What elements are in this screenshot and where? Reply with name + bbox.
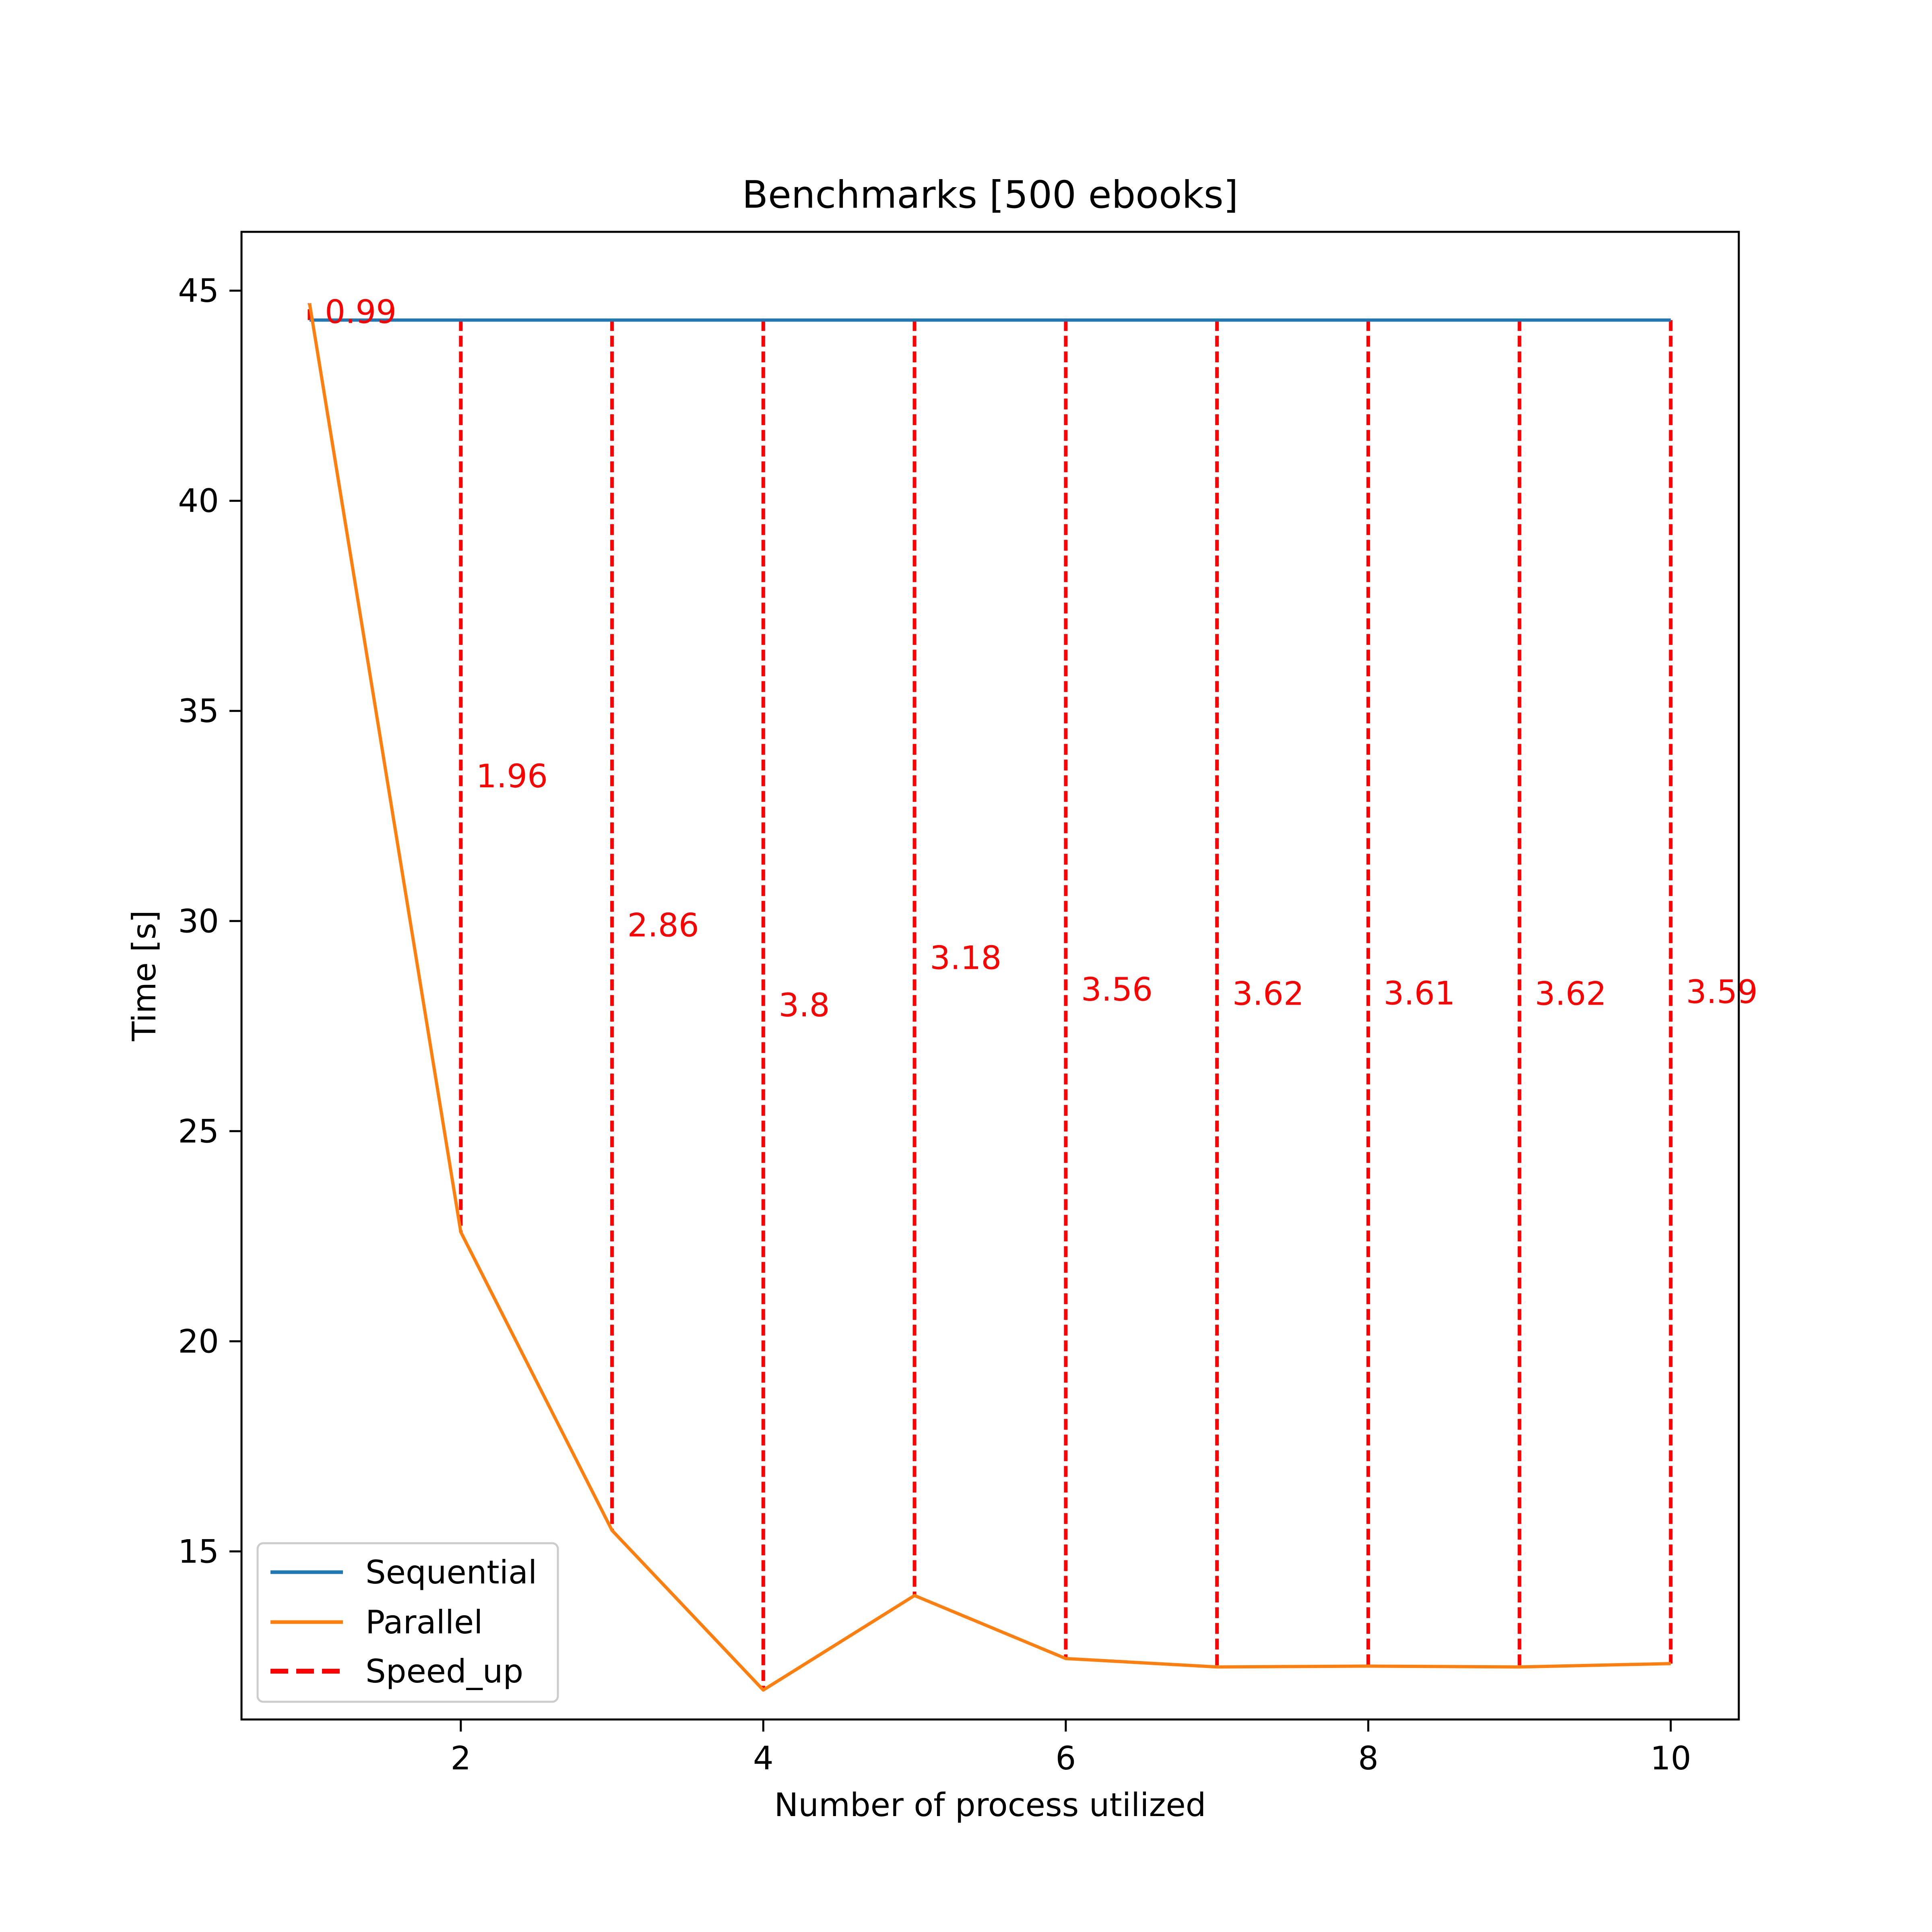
y-tick-label: 15 [178, 1533, 219, 1570]
y-tick-label: 25 [178, 1113, 219, 1150]
series-line-parallel [308, 303, 1671, 1692]
x-tick-label: 2 [450, 1740, 471, 1777]
x-tick-label: 8 [1358, 1740, 1379, 1777]
legend-label-speed-up: Speed_up [365, 1653, 523, 1690]
plot-area: 0.99 1.96 2.86 3.8 3.18 3.56 3.62 3.61 3.62 3.59 [308, 293, 1758, 1692]
x-axis-label: Number of process utilized [774, 1786, 1206, 1824]
x-axis: 2 4 6 8 10 [450, 1719, 1691, 1777]
speedup-label: 3.59 [1686, 973, 1758, 1011]
legend: Sequential Parallel Speed_up [256, 1542, 559, 1703]
legend-label-sequential: Sequential [365, 1554, 537, 1591]
y-tick-label: 35 [178, 692, 219, 730]
speedup-label: 3.62 [1232, 975, 1304, 1012]
axes-frame [240, 231, 1740, 1721]
chart-title: Benchmarks [500 ebooks] [742, 173, 1238, 217]
legend-label-parallel: Parallel [365, 1604, 483, 1641]
y-tick-label: 45 [178, 272, 219, 310]
y-tick-label: 40 [178, 482, 219, 520]
speedup-label: 0.99 [325, 293, 396, 330]
speedup-label: 1.96 [476, 758, 548, 795]
y-axis-label: Time [s] [126, 910, 163, 1041]
speedup-label: 3.61 [1383, 974, 1455, 1012]
speedup-label: 3.18 [930, 939, 1001, 977]
y-tick-label: 20 [178, 1323, 219, 1360]
speedup-label: 2.86 [627, 907, 699, 944]
y-tick-label: 30 [178, 902, 219, 940]
speedup-label: 3.8 [778, 987, 830, 1024]
y-axis: 15 20 25 30 35 40 45 [178, 272, 242, 1570]
legend-box [256, 1542, 559, 1703]
x-tick-label: 6 [1055, 1740, 1076, 1777]
speedup-label: 3.62 [1535, 975, 1606, 1012]
speedup-label: 3.56 [1081, 971, 1153, 1008]
x-tick-label: 10 [1650, 1740, 1691, 1777]
x-tick-label: 4 [753, 1740, 774, 1777]
